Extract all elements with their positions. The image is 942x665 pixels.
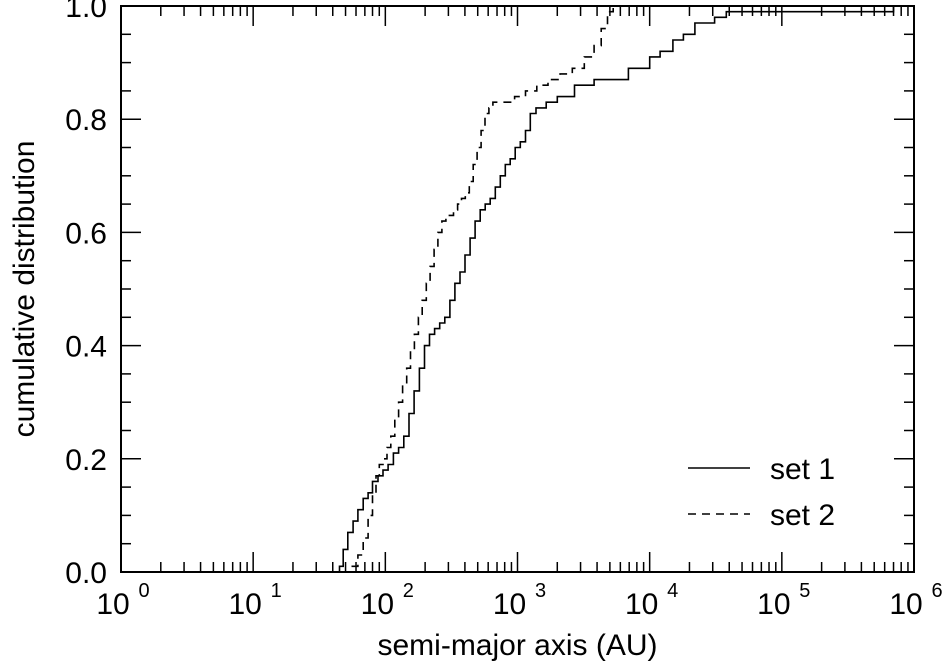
series-line-2	[343, 5, 894, 573]
x-tick-label: 10	[889, 588, 922, 621]
x-tick-exponent: 1	[271, 580, 282, 602]
x-tick-exponent: 6	[931, 580, 942, 602]
x-tick-exponent: 0	[138, 580, 149, 602]
legend: set 1 set 2	[688, 453, 835, 532]
x-axis-title: semi-major axis (AU)	[377, 629, 657, 662]
y-axis-title: cumulative distribution	[8, 141, 41, 438]
legend-label-1: set 1	[770, 453, 835, 486]
series-layer	[334, 5, 895, 573]
x-tick-exponent: 5	[799, 580, 810, 602]
y-tick-label: 0.8	[65, 104, 107, 137]
x-tick-exponent: 3	[535, 580, 546, 602]
y-tick-label: 0.4	[65, 331, 107, 364]
x-tick-label: 10	[96, 588, 129, 621]
legend-label-2: set 2	[770, 499, 835, 532]
y-tick-label: 0.2	[65, 444, 107, 477]
y-tick-label: 0.0	[65, 557, 107, 590]
x-tick-label: 10	[493, 588, 526, 621]
x-tick-exponent: 2	[403, 580, 414, 602]
x-tick-label: 10	[361, 588, 394, 621]
ticks-layer	[120, 5, 915, 573]
x-tick-label: 10	[757, 588, 790, 621]
x-tick-label: 10	[625, 588, 658, 621]
x-tick-exponent: 4	[667, 580, 678, 602]
series-line-1	[334, 6, 895, 573]
plot-frame	[120, 5, 915, 573]
tick-labels: 10 0 10 1 10 2 10 3 10 4 10 5 10 6 0.0 0.2 0.4 0.6 0.8 1.0	[65, 0, 942, 621]
y-tick-label: 1.0	[65, 0, 107, 24]
x-tick-label: 10	[228, 588, 261, 621]
y-tick-label: 0.6	[65, 217, 107, 250]
